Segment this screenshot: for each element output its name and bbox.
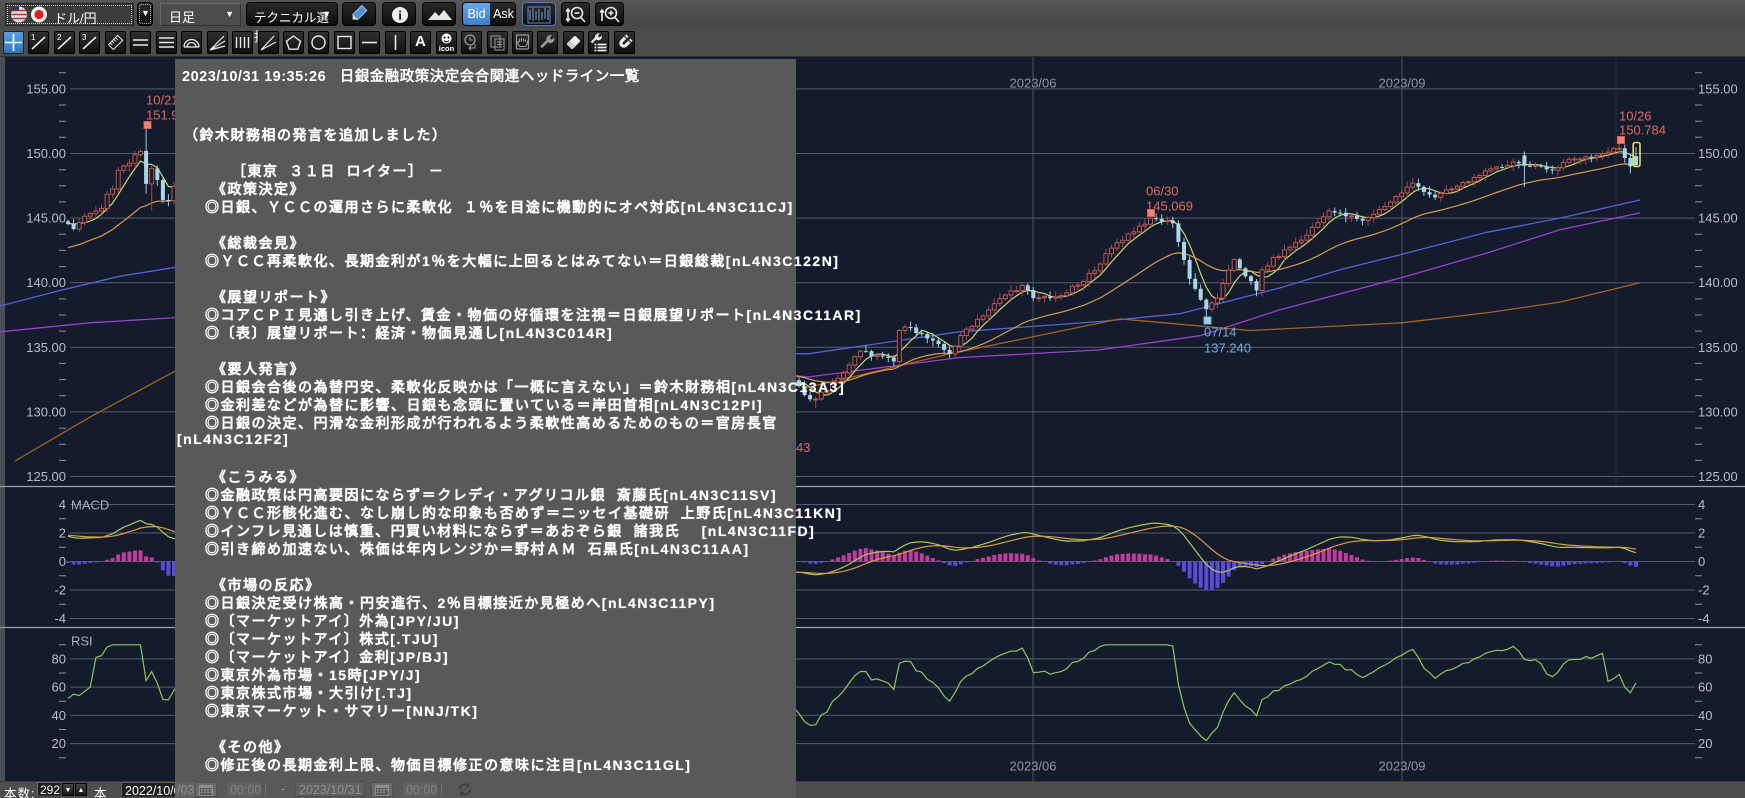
svg-text:145.069: 145.069 [1146,199,1193,214]
svg-text:125.00: 125.00 [26,469,66,484]
svg-text:i: i [398,8,402,23]
svg-text:icon: icon [439,44,455,53]
svg-text:130.00: 130.00 [26,404,66,419]
svg-text:07/14: 07/14 [1204,325,1237,340]
svg-text:10/21: 10/21 [146,93,179,108]
svg-text:60: 60 [1698,680,1712,695]
svg-text:-4: -4 [54,611,66,626]
svg-text:135.00: 135.00 [26,340,66,355]
svg-text:150.00: 150.00 [1698,146,1738,161]
svg-text:0: 0 [59,554,66,569]
svg-text:155.00: 155.00 [1698,81,1738,96]
svg-text:40: 40 [52,708,66,723]
svg-text:2: 2 [1698,526,1705,541]
svg-text:20: 20 [52,736,66,751]
svg-text:60: 60 [52,680,66,695]
svg-text:-2: -2 [1698,583,1710,598]
svg-text:20: 20 [1698,736,1712,751]
svg-text:2023/09: 2023/09 [1379,759,1426,774]
svg-text:RSI: RSI [71,634,93,649]
svg-text:43: 43 [796,440,810,455]
svg-text:150.784: 150.784 [1619,123,1666,138]
svg-text:4: 4 [59,497,66,512]
svg-text:4: 4 [1698,497,1705,512]
svg-text:-4: -4 [1698,611,1710,626]
svg-text:2023/06: 2023/06 [1010,759,1057,774]
svg-text:2023/09: 2023/09 [1379,76,1426,91]
svg-text:1: 1 [31,33,36,42]
svg-text:2: 2 [57,33,62,42]
svg-text:150.00: 150.00 [26,146,66,161]
svg-text:2023/06: 2023/06 [1010,76,1057,91]
svg-text:145.00: 145.00 [26,211,66,226]
svg-text:06/30: 06/30 [1146,184,1179,199]
svg-text:40: 40 [1698,708,1712,723]
svg-text:-2: -2 [54,583,66,598]
svg-text:3: 3 [82,33,87,42]
svg-text:145.00: 145.00 [1698,211,1738,226]
svg-text:80: 80 [52,651,66,666]
svg-text:MACD: MACD [71,498,109,513]
svg-text:10/26: 10/26 [1619,109,1652,124]
svg-text:0: 0 [1698,554,1705,569]
svg-text:137.240: 137.240 [1204,341,1251,356]
svg-text:130.00: 130.00 [1698,404,1738,419]
svg-text:135.00: 135.00 [1698,340,1738,355]
svg-text:140.00: 140.00 [26,275,66,290]
svg-text:155.00: 155.00 [26,81,66,96]
svg-text:140.00: 140.00 [1698,275,1738,290]
svg-text:80: 80 [1698,651,1712,666]
svg-text:2: 2 [59,526,66,541]
svg-text:125.00: 125.00 [1698,469,1738,484]
